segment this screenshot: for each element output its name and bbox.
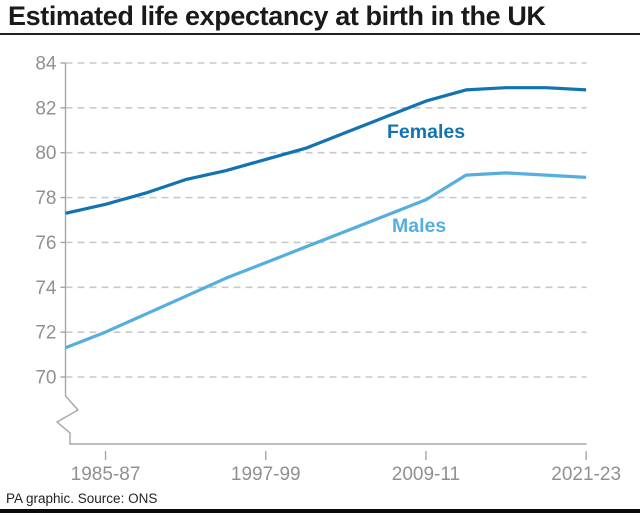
x-tick-label: 1985-87 [71, 464, 141, 485]
footer-bar [0, 509, 640, 513]
source-credit: PA graphic. Source: ONS [6, 491, 158, 506]
y-tick-label: 76 [35, 233, 56, 254]
x-tick-label: 2009-11 [392, 464, 460, 485]
x-tick-label: 1997-99 [231, 464, 301, 485]
y-tick-label: 72 [35, 323, 56, 344]
series-label-females: Females [387, 121, 465, 143]
chart-title: Estimated life expectancy at birth in th… [8, 1, 546, 31]
y-tick-label: 78 [35, 188, 56, 209]
series-line-males [64, 171, 587, 350]
title-divider [0, 33, 640, 35]
y-tick-label: 82 [35, 98, 56, 119]
series-line-females [65, 86, 587, 215]
x-tick-label: 2021-23 [551, 464, 621, 485]
axes-with-break [55, 63, 587, 445]
y-tick-label: 80 [35, 143, 56, 164]
series-label-males: Males [392, 215, 446, 237]
y-tick-label: 84 [35, 54, 57, 75]
y-tick-label: 70 [35, 368, 56, 389]
y-tick-label: 74 [35, 278, 57, 299]
